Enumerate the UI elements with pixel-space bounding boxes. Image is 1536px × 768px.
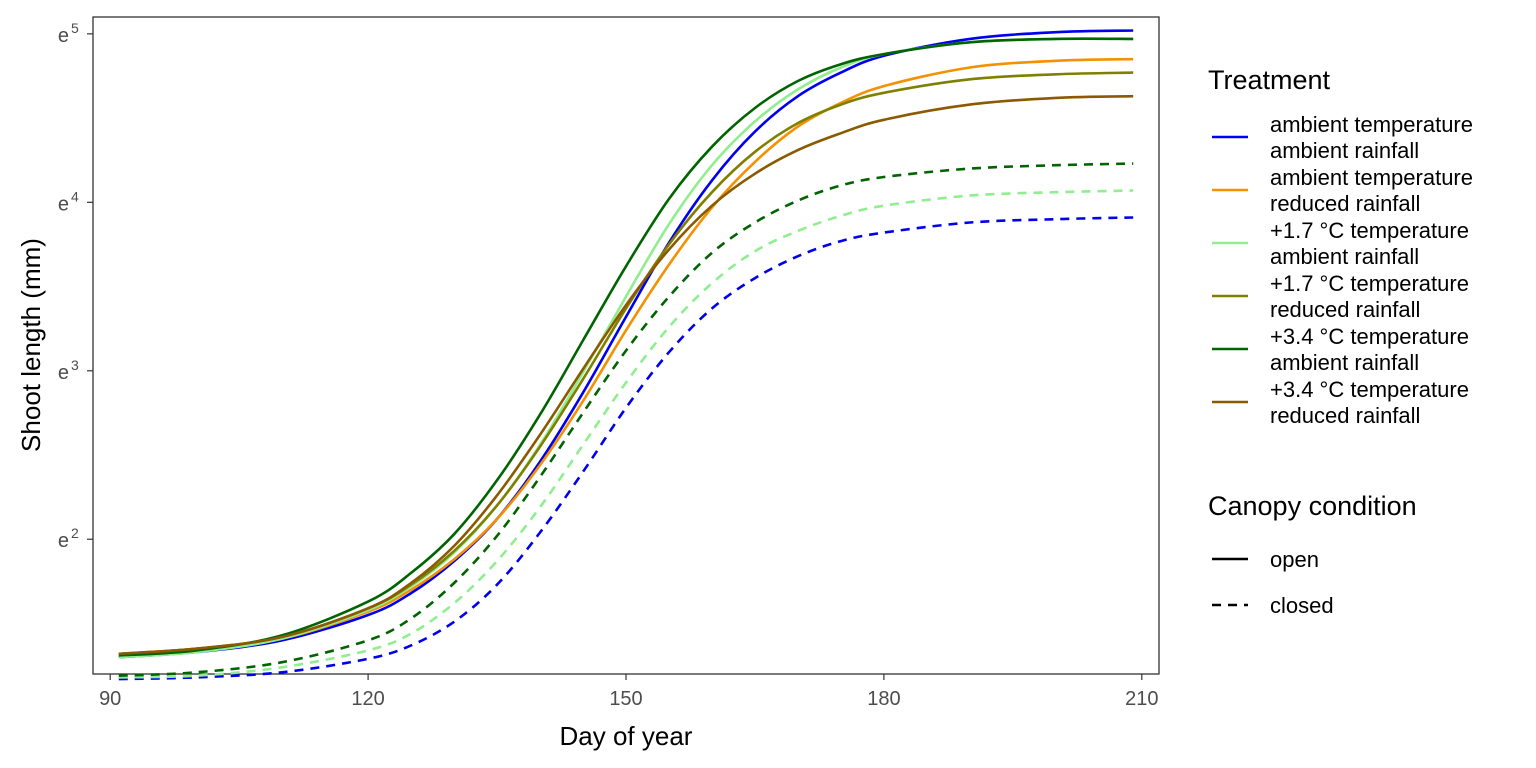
legend-canopy-title: Canopy condition [1208, 491, 1417, 521]
x-axis: 90 120 150 180 210 [99, 674, 1158, 710]
y-axis: e 2e 3e 4e 5 [58, 20, 93, 552]
series-line-open-t4 [118, 37, 1134, 657]
legend-label-treatment-1-line2: reduced rainfall [1270, 191, 1420, 216]
x-tick-label: 180 [867, 688, 900, 710]
x-tick-label: 120 [351, 688, 384, 710]
legend-label-treatment-3-line1: +1.7 °C temperature [1270, 271, 1469, 296]
x-axis-title: Day of year [560, 721, 693, 751]
legend-label-treatment-5-line2: reduced rainfall [1270, 403, 1420, 428]
legend-label-treatment-4-line2: ambient rainfall [1270, 350, 1419, 375]
legend-label-treatment-2-line1: +1.7 °C temperature [1270, 218, 1469, 243]
plot-panel [92, 16, 1160, 675]
y-tick-label: e [58, 25, 69, 47]
legend-label-canopy-open: open [1270, 547, 1319, 572]
legend-label-canopy-closed: closed [1270, 593, 1334, 618]
y-tick-label: e [58, 193, 69, 215]
series-line-closed-t2 [118, 189, 1134, 679]
y-tick-exponent: 5 [71, 20, 79, 36]
x-tick-label: 150 [609, 688, 642, 710]
y-axis-title: Shoot length (mm) [16, 238, 46, 452]
y-tick-label: e [58, 530, 69, 552]
legend-label-treatment-5-line1: +3.4 °C temperature [1270, 377, 1469, 402]
x-tick-label: 90 [99, 688, 121, 710]
y-tick-exponent: 4 [71, 188, 79, 204]
x-tick-label: 210 [1125, 688, 1158, 710]
legend-canopy: Canopy condition open closed [1208, 491, 1417, 618]
series-line-open-t5 [118, 94, 1134, 656]
y-tick-exponent: 3 [71, 357, 79, 373]
y-tick-label: e [58, 362, 69, 384]
legend-label-treatment-3-line2: reduced rainfall [1270, 297, 1420, 322]
y-tick-exponent: 2 [71, 525, 79, 541]
legend-label-treatment-4-line1: +3.4 °C temperature [1270, 324, 1469, 349]
series-layer [118, 29, 1134, 681]
legend-label-treatment-1-line1: ambient temperature [1270, 165, 1473, 190]
legend-treatment-title: Treatment [1208, 65, 1331, 95]
legend-label-treatment-0-line2: ambient rainfall [1270, 138, 1419, 163]
series-line-open-t1 [118, 57, 1134, 656]
legend-label-treatment-0-line1: ambient temperature [1270, 112, 1473, 137]
series-line-closed-t4 [118, 162, 1134, 677]
legend-label-treatment-2-line2: ambient rainfall [1270, 244, 1419, 269]
